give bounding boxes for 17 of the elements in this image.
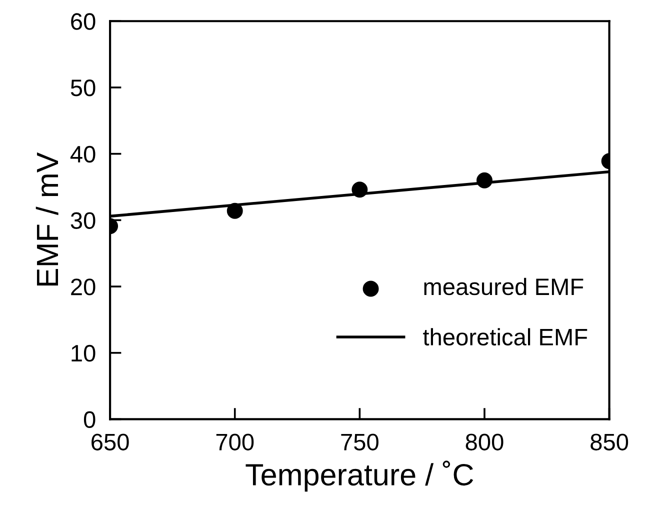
x-tick-label: 650 (92, 434, 129, 450)
y-tick-label: 20 (71, 278, 96, 296)
x-tick-label: 850 (590, 434, 628, 450)
y-tick-label: 30 (70, 212, 96, 229)
legend-label: measured EMF (424, 278, 584, 296)
legend-label: theoretical EMF (423, 328, 588, 346)
y-tick-label: 0 (84, 411, 96, 428)
x-tick-label: 800 (466, 434, 504, 450)
y-axis-title: EMF / mV (36, 152, 58, 286)
y-tick-label: 10 (72, 344, 96, 362)
y-tick-label: 40 (70, 146, 96, 163)
point (352, 182, 368, 198)
x-tick-label: 700 (216, 434, 254, 450)
x-tick-label: 750 (341, 434, 378, 450)
y-tick-label: 60 (71, 13, 96, 30)
x-axis-title: Temperature / ˚C (246, 460, 474, 492)
y-tick-label: 50 (70, 80, 96, 96)
